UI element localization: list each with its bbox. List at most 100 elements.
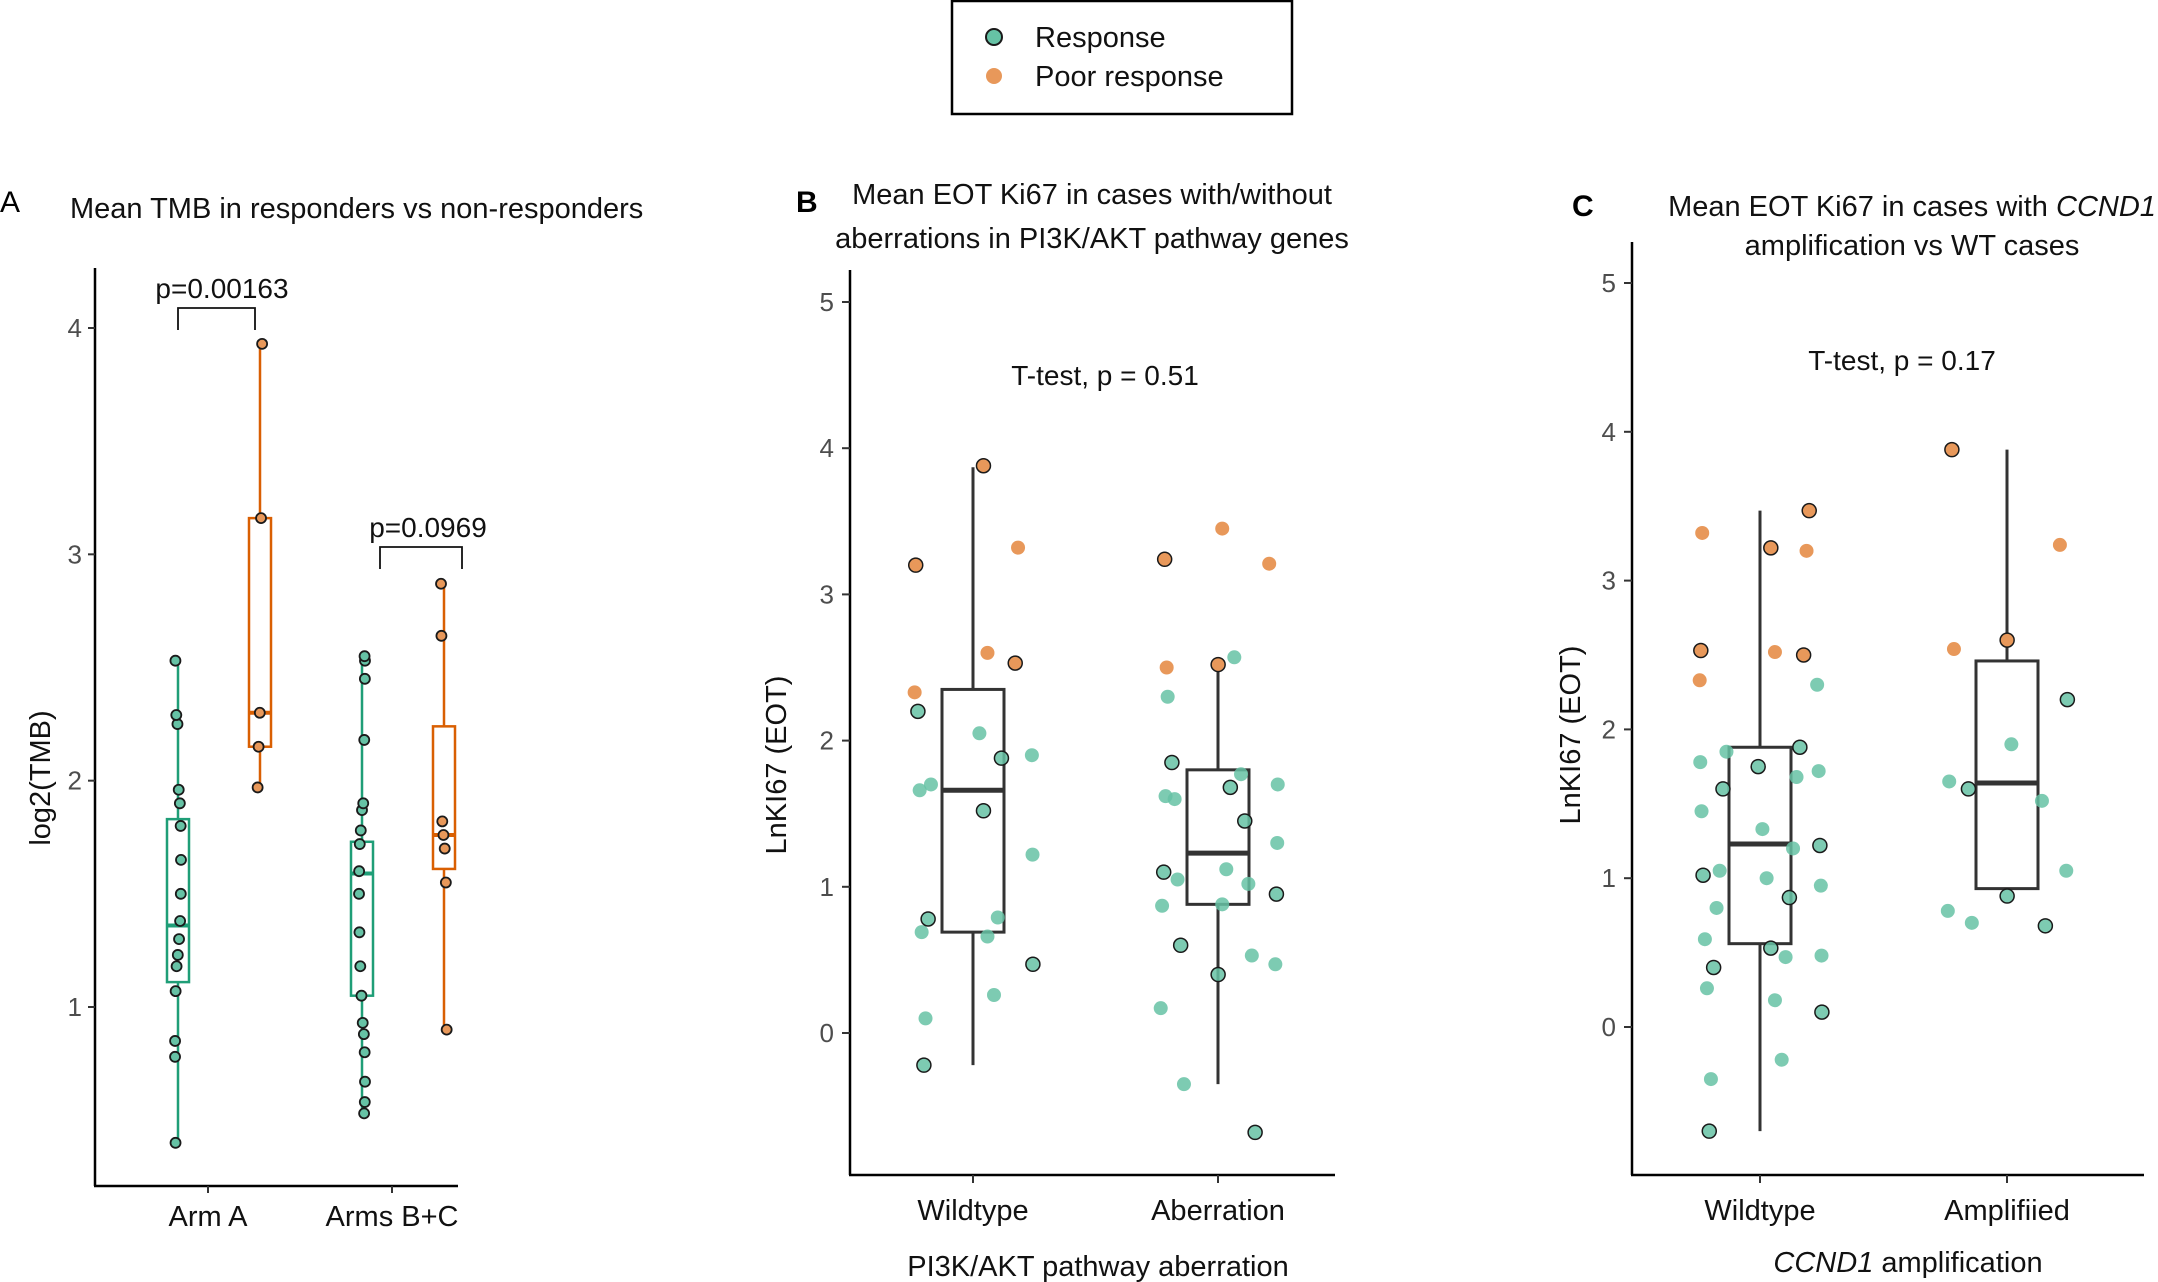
x-tick-label: Aberration bbox=[1151, 1195, 1285, 1227]
data-point-response bbox=[1999, 888, 2015, 904]
data-point-response bbox=[1814, 948, 1829, 963]
data-point bbox=[358, 1096, 371, 1108]
data-point-poor bbox=[1799, 543, 1814, 558]
panel-a-letter: A bbox=[0, 186, 20, 219]
y-tick-label: 1 bbox=[820, 872, 834, 902]
data-point-response bbox=[1697, 932, 1712, 947]
data-point-response bbox=[1699, 981, 1714, 996]
data-point-response bbox=[1270, 835, 1285, 850]
y-tick-label: 5 bbox=[820, 287, 834, 317]
data-point-response bbox=[912, 783, 927, 798]
data-point-response bbox=[1778, 950, 1793, 965]
y-tick-label: 3 bbox=[1602, 566, 1616, 596]
data-point bbox=[251, 781, 264, 794]
data-point-response bbox=[2059, 691, 2076, 708]
y-tick-label: 0 bbox=[820, 1018, 834, 1048]
data-point-response bbox=[916, 1057, 932, 1073]
data-point bbox=[358, 1046, 371, 1059]
data-point-response bbox=[910, 703, 926, 720]
data-point-response bbox=[1222, 779, 1239, 796]
panel-c-xlabel: CCND1 amplification bbox=[1773, 1247, 2042, 1279]
box bbox=[165, 817, 191, 984]
data-point-response bbox=[1155, 864, 1172, 880]
panel-b-annotation: T-test, p = 0.51 bbox=[1011, 360, 1199, 391]
data-point-response bbox=[972, 726, 987, 741]
data-point-response bbox=[1786, 841, 1801, 856]
data-point-response bbox=[918, 1011, 933, 1026]
data-point bbox=[175, 853, 187, 866]
data-point bbox=[359, 1075, 371, 1088]
panel-c-title-italic: CCND1 bbox=[2056, 191, 2156, 223]
data-point-response bbox=[1813, 878, 1828, 893]
panel-c-title-line2: amplification vs WT cases bbox=[1745, 230, 2080, 262]
data-point-poor bbox=[1007, 655, 1023, 671]
data-point-response bbox=[1176, 1077, 1191, 1092]
data-point bbox=[437, 829, 450, 841]
pvalue-label: p=0.00163 bbox=[155, 273, 288, 304]
data-point-response bbox=[1155, 898, 1170, 913]
data-point-response bbox=[1705, 959, 1722, 976]
data-point-poor bbox=[1693, 642, 1709, 659]
data-point-response bbox=[1268, 886, 1285, 902]
data-point-response bbox=[1153, 1001, 1168, 1016]
data-point-response bbox=[1781, 889, 1798, 906]
data-point-response bbox=[1025, 847, 1040, 862]
panel-c-xlabel-rest: amplification bbox=[1873, 1247, 2042, 1279]
data-point-response bbox=[1219, 862, 1234, 877]
legend-box bbox=[950, 0, 1294, 116]
y-tick-label: 4 bbox=[1602, 417, 1616, 447]
data-point bbox=[174, 820, 187, 832]
data-point-poor bbox=[1999, 632, 2015, 648]
data-point-response bbox=[1709, 900, 1724, 915]
y-tick-label: 5 bbox=[1602, 268, 1616, 298]
data-point bbox=[354, 824, 367, 837]
box bbox=[1185, 768, 1251, 906]
panel-c-title-line1: Mean EOT Ki67 in cases with CCND1 bbox=[1668, 191, 2156, 223]
data-point-poor bbox=[1767, 645, 1782, 660]
data-point-response bbox=[1237, 813, 1253, 829]
data-point bbox=[173, 933, 185, 945]
x-tick-label: Arms B+C bbox=[326, 1201, 459, 1233]
data-point bbox=[169, 654, 182, 667]
data-point bbox=[171, 949, 184, 961]
legend-response-marker bbox=[985, 28, 1003, 46]
data-point-response bbox=[1701, 1123, 1718, 1139]
data-point-poor bbox=[1795, 647, 1812, 663]
data-point-poor bbox=[1262, 556, 1277, 571]
data-point-response bbox=[1712, 863, 1727, 878]
data-point bbox=[253, 706, 266, 719]
data-point-response bbox=[1755, 822, 1770, 837]
data-point bbox=[172, 783, 185, 796]
data-point-response bbox=[1774, 1052, 1789, 1067]
data-point-response bbox=[1759, 871, 1774, 886]
data-point bbox=[170, 709, 183, 721]
panel-b-letter: B bbox=[796, 186, 818, 219]
data-point-response bbox=[2037, 918, 2054, 934]
panel-c-xlabel-italic: CCND1 bbox=[1773, 1247, 1873, 1279]
y-tick-label: 4 bbox=[820, 433, 834, 463]
data-point-response bbox=[986, 987, 1001, 1002]
data-point-response bbox=[1270, 777, 1285, 792]
x-tick-label: Wildtype bbox=[917, 1195, 1028, 1227]
data-point-response bbox=[920, 911, 936, 927]
data-point-response bbox=[1164, 754, 1180, 771]
data-point-poor bbox=[975, 457, 992, 474]
data-point bbox=[356, 1016, 369, 1029]
data-point-response bbox=[2004, 737, 2019, 752]
box bbox=[940, 687, 1006, 934]
panel-b-ylabel: LnKI67 (EOT) bbox=[761, 676, 793, 855]
data-point-poor bbox=[2052, 537, 2067, 552]
data-point bbox=[353, 887, 365, 900]
pvalue-label: p=0.0969 bbox=[369, 512, 487, 543]
data-point-response bbox=[1703, 1072, 1718, 1087]
data-point-response bbox=[1789, 770, 1804, 785]
x-tick-label: Arm A bbox=[169, 1201, 249, 1233]
data-point bbox=[358, 672, 371, 685]
data-point-response bbox=[1942, 774, 1957, 789]
data-point-response bbox=[1025, 956, 1041, 973]
data-point-poor bbox=[1763, 540, 1779, 556]
data-point-poor bbox=[1692, 673, 1707, 688]
pvalue-bracket bbox=[177, 307, 256, 330]
data-point-poor bbox=[1159, 660, 1174, 675]
legend-poor-marker bbox=[986, 68, 1002, 84]
